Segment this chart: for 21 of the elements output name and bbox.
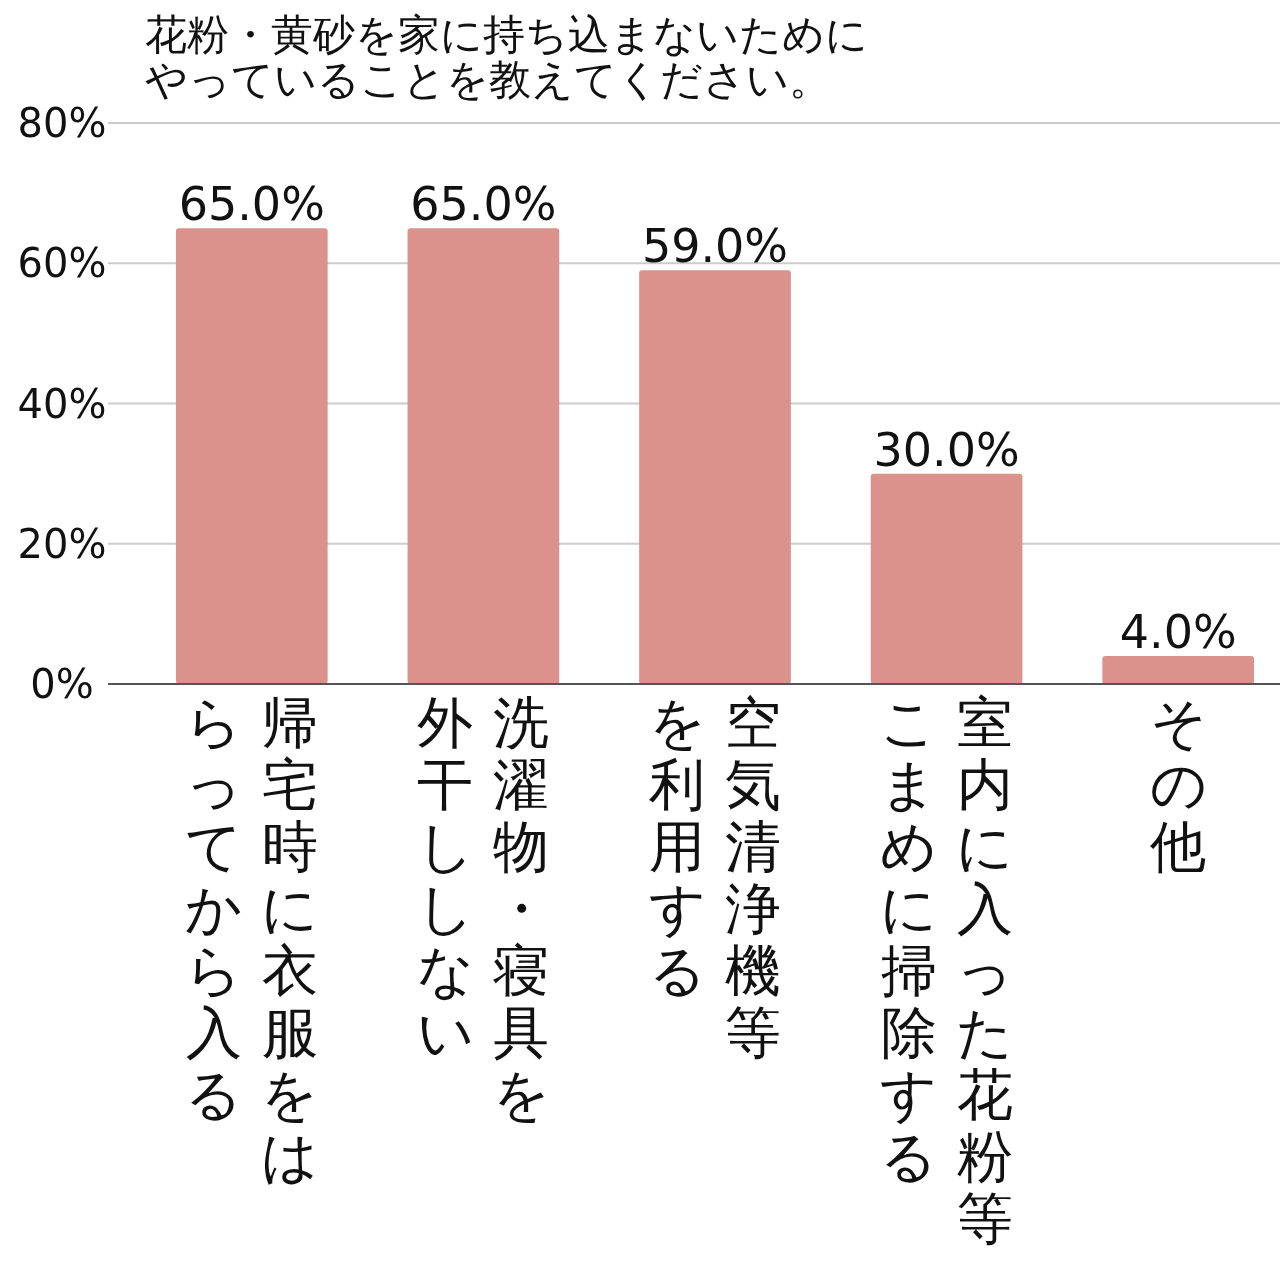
category-label: 室内に入った花粉等こまめに掃除する — [880, 690, 1014, 1251]
bar — [407, 228, 560, 684]
data-label: 59.0% — [641, 219, 789, 274]
data-label: 65.0% — [178, 177, 325, 232]
category-label: 洗濯物・寝具を外干ししない — [416, 690, 550, 1127]
x-tick-label: その他 — [1148, 690, 1208, 879]
chart-title: 花粉・黄砂を家に持ち込まないためにやっていることを教えてください。 — [145, 10, 869, 105]
bar — [870, 473, 1023, 684]
y-tick-label: 80% — [17, 100, 107, 146]
data-label: 65.0% — [410, 177, 557, 232]
y-tick-label: 0% — [30, 661, 94, 707]
data-label: 4.0% — [1119, 604, 1237, 659]
bar — [639, 270, 791, 684]
y-tick-label: 40% — [17, 380, 107, 427]
y-tick-label: 60% — [17, 240, 107, 287]
y-tick-label: 20% — [17, 520, 107, 567]
data-label: 30.0% — [873, 422, 1020, 477]
bar — [1102, 655, 1255, 684]
category-label: 帰宅時に衣服をはらってから入る — [185, 690, 319, 1189]
bar — [175, 228, 328, 684]
category-label: 空気清浄機等を利用する — [648, 690, 781, 1065]
